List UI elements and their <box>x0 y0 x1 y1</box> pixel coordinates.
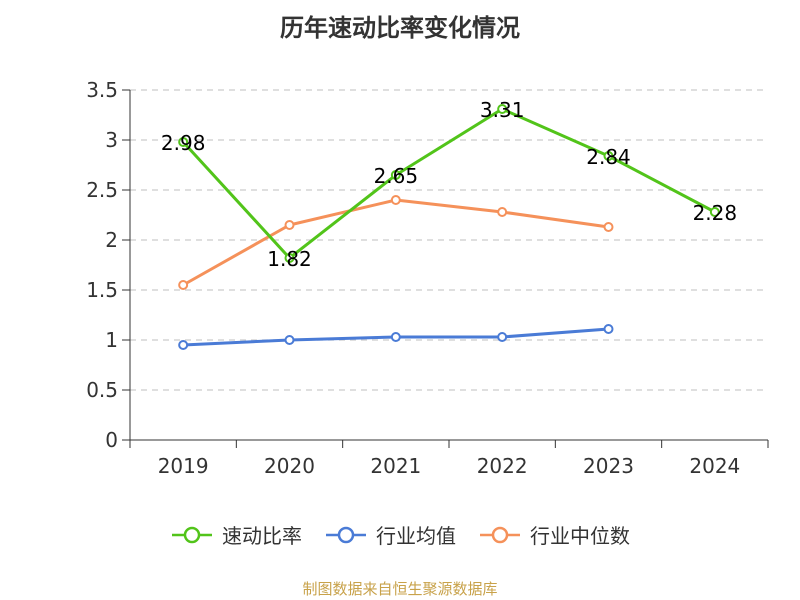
axes: 0 0.5 1 1.5 2 2.5 3 3.5 2019 2020 2021 2022 2023 2024 <box>86 78 769 478</box>
data-point <box>390 195 401 205</box>
data-point <box>603 324 614 334</box>
data-label: 3.31 <box>480 98 525 122</box>
x-tick-label: 2020 <box>264 454 315 478</box>
data-labels: 2.98 1.82 2.65 3.31 2.84 2.28 <box>161 98 737 271</box>
legend-marker-industry-median <box>480 526 520 543</box>
data-point <box>178 137 189 147</box>
legend-label-quick-ratio: 速动比率 <box>222 524 302 548</box>
legend-marker-quick-ratio <box>172 526 212 543</box>
data-point <box>284 335 295 345</box>
data-point <box>284 220 295 230</box>
x-tick-label: 2022 <box>477 454 528 478</box>
legend: 速动比率 行业均值 行业中位数 <box>0 520 800 549</box>
data-point <box>178 280 189 290</box>
data-label: 1.82 <box>267 247 312 271</box>
series-line-0 <box>182 107 716 260</box>
x-tick-label: 2019 <box>158 454 209 478</box>
legend-label-industry-mean: 行业均值 <box>376 524 456 548</box>
legend-item-industry-mean[interactable]: 行业均值 <box>324 520 456 549</box>
data-point <box>603 151 614 161</box>
y-tick-label: 2.5 <box>86 178 118 202</box>
data-label: 2.84 <box>586 145 631 169</box>
data-point <box>709 207 720 217</box>
data-label: 2.98 <box>161 131 206 155</box>
data-point <box>390 170 401 180</box>
series-lines <box>178 104 720 350</box>
y-tick-label: 0.5 <box>86 378 118 402</box>
source-footer: 制图数据来自恒生聚源数据库 <box>302 580 498 598</box>
y-tick-label: 1.5 <box>86 278 118 302</box>
legend-item-quick-ratio[interactable]: 速动比率 <box>170 520 302 549</box>
y-tick-label: 1 <box>105 328 118 352</box>
data-point <box>497 104 508 114</box>
data-point <box>284 253 295 263</box>
y-tick-label: 0 <box>105 428 118 452</box>
y-tick-label: 3 <box>105 128 118 152</box>
data-point <box>178 340 189 350</box>
grid-lines <box>130 89 768 391</box>
y-tick-label: 2 <box>105 228 118 252</box>
data-label: 2.28 <box>693 201 738 225</box>
x-tick-label: 2024 <box>689 454 740 478</box>
data-label: 2.65 <box>374 164 419 188</box>
data-point <box>497 332 508 342</box>
chart-title: 历年速动比率变化情况 <box>280 14 520 42</box>
data-point <box>497 207 508 217</box>
x-tick-label: 2023 <box>583 454 634 478</box>
y-tick-label: 3.5 <box>86 78 118 102</box>
x-tick-label: 2021 <box>370 454 421 478</box>
legend-marker-industry-mean <box>326 526 366 543</box>
data-point <box>390 332 401 342</box>
legend-label-industry-median: 行业中位数 <box>530 524 630 548</box>
data-point <box>603 222 614 232</box>
legend-item-industry-median[interactable]: 行业中位数 <box>478 520 630 549</box>
